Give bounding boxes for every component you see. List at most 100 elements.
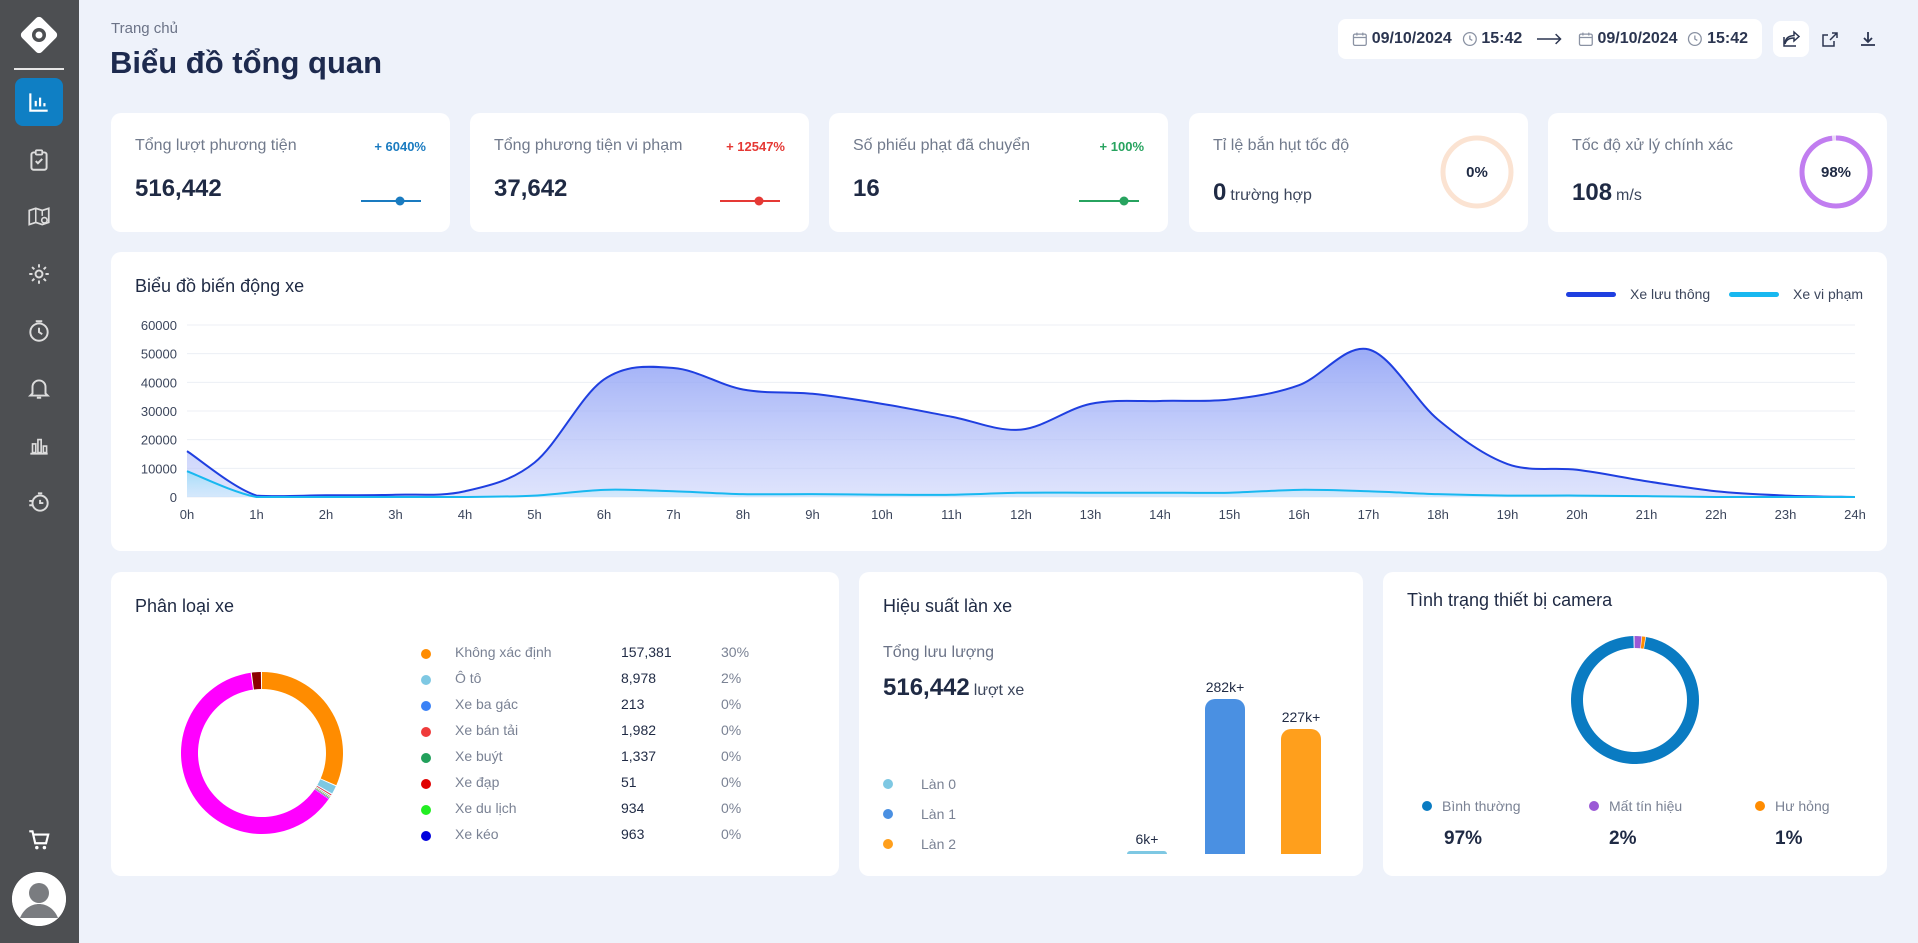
- nav-alerts[interactable]: [15, 364, 63, 412]
- series-line-0[interactable]: [186, 347, 1856, 498]
- nav-statistics[interactable]: [15, 421, 63, 469]
- nav-tasks[interactable]: [15, 136, 63, 184]
- sidebar: [0, 0, 79, 943]
- classification-row[interactable]: Xe du lịch 934 0%: [421, 800, 771, 820]
- donut-slice[interactable]: [315, 787, 331, 797]
- date-from[interactable]: 09/10/2024: [1371, 30, 1452, 47]
- class-name: Không xác định: [455, 644, 552, 660]
- legend-dot: [421, 831, 431, 841]
- cart-icon: [29, 830, 50, 850]
- lane-bar[interactable]: [1281, 729, 1321, 854]
- x-tick-label: 18h: [1427, 507, 1449, 522]
- stat-card-violations[interactable]: Tổng phương tiện vi phạm 37,642 + 12547%: [470, 113, 809, 232]
- y-tick-label: 60000: [141, 318, 177, 333]
- stat-value: 0 trường hợp: [1213, 179, 1312, 206]
- classification-row[interactable]: Xe bán tải 1,982 0%: [421, 722, 771, 742]
- x-tick-label: 13h: [1080, 507, 1102, 522]
- class-pct: 0%: [721, 696, 742, 712]
- nav-map[interactable]: [15, 193, 63, 241]
- donut-slice[interactable]: [1640, 636, 1646, 649]
- classification-row[interactable]: Ô tô 8,978 2%: [421, 670, 771, 690]
- nav-cart[interactable]: [15, 816, 63, 864]
- stat-label: Tổng phương tiện vi phạm: [494, 137, 683, 154]
- donut-slice[interactable]: [1634, 636, 1642, 649]
- camera-legend-normal[interactable]: Bình thường: [1422, 798, 1521, 814]
- legend-dot: [421, 675, 431, 685]
- stat-card-total-vehicles[interactable]: Tổng lượt phương tiện 516,442 + 6040%: [111, 113, 450, 232]
- date-range-picker[interactable]: 09/10/2024 15:42 09/10/2024 15:42: [1338, 19, 1762, 59]
- share-button[interactable]: [1773, 21, 1809, 57]
- stat-label: Tỉ lệ bắn hụt tốc độ: [1213, 137, 1350, 154]
- user-avatar[interactable]: [12, 872, 66, 926]
- donut-slice[interactable]: [316, 785, 332, 796]
- camera-legend-lost[interactable]: Mất tín hiệu: [1589, 798, 1682, 814]
- export-button[interactable]: [1812, 21, 1848, 57]
- lane-performance-card: Hiệu suất làn xe Tổng lưu lượng 516,442 l…: [859, 572, 1363, 876]
- class-name: Ô tô: [455, 670, 482, 686]
- nav-speed[interactable]: [15, 307, 63, 355]
- y-tick-label: 20000: [141, 433, 177, 448]
- stat-card-accuracy[interactable]: Tốc độ xử lý chính xác 108 m/s 98%: [1548, 113, 1887, 232]
- app-logo[interactable]: [19, 15, 59, 55]
- date-to[interactable]: 09/10/2024: [1597, 30, 1678, 47]
- x-tick-label: 2h: [319, 507, 333, 522]
- legend-traffic[interactable]: Xe lưu thông: [1566, 286, 1710, 302]
- donut-slice[interactable]: [314, 788, 330, 799]
- lane-legend-1[interactable]: Làn 1: [883, 806, 956, 822]
- class-name: Xe đạp: [455, 774, 500, 790]
- traffic-area-chart[interactable]: 0 10000 20000 30000 40000 50000 60000 0h 1h 2h 3h 4…: [111, 252, 1887, 551]
- stat-card-speed-miss[interactable]: Tỉ lệ bắn hụt tốc độ 0 trường hợp 0%: [1189, 113, 1528, 232]
- donut-slice[interactable]: [262, 672, 343, 786]
- classification-donut[interactable]: [177, 668, 347, 838]
- legend-label: Xe lưu thông: [1630, 286, 1711, 302]
- user-icon: [12, 872, 66, 926]
- stat-value: 37,642: [494, 175, 568, 202]
- stat-change: + 6040%: [374, 139, 426, 154]
- stat-unit: m/s: [1616, 187, 1642, 204]
- class-count: 157,381: [621, 644, 672, 660]
- calendar-icon: [1578, 32, 1593, 47]
- download-button[interactable]: [1850, 21, 1886, 57]
- classification-row[interactable]: Xe đạp 51 0%: [421, 774, 771, 794]
- donut-slice[interactable]: [251, 672, 262, 690]
- lane-legend-0[interactable]: Làn 0: [883, 776, 956, 792]
- time-from[interactable]: 15:42: [1481, 30, 1523, 47]
- y-tick-label: 40000: [141, 375, 177, 390]
- statistics-icon: [30, 438, 48, 455]
- lane-bar[interactable]: [1205, 698, 1245, 854]
- class-count: 213: [621, 696, 645, 712]
- nav-dashboard[interactable]: [15, 78, 63, 126]
- time-to[interactable]: 15:42: [1707, 30, 1749, 47]
- donut-slice[interactable]: [1571, 636, 1699, 764]
- camera-donut[interactable]: [1570, 635, 1700, 765]
- class-name: Xe ba gác: [455, 696, 519, 712]
- legend-dot: [421, 649, 431, 659]
- donut-slice[interactable]: [317, 779, 336, 794]
- classification-row[interactable]: Xe buýt 1,337 0%: [421, 748, 771, 768]
- lane-bar[interactable]: [1127, 850, 1167, 854]
- bar-chart-icon: [29, 93, 48, 112]
- stat-value: 16: [853, 175, 880, 202]
- nav-settings[interactable]: [15, 250, 63, 298]
- classification-row[interactable]: Không xác định 157,381 30%: [421, 644, 771, 664]
- progress-ring: [1440, 135, 1514, 209]
- clipboard-check-icon: [30, 149, 48, 171]
- lane-bar-label: 6k+: [1135, 830, 1159, 847]
- camera-legend-broken[interactable]: Hư hỏng: [1755, 798, 1830, 814]
- lane-subtitle: Tổng lưu lượng: [883, 644, 995, 661]
- legend-violation[interactable]: Xe vi phạm: [1729, 286, 1863, 302]
- breadcrumb[interactable]: Trang chủ: [111, 20, 178, 37]
- camera-pct-normal: 97%: [1444, 828, 1483, 849]
- stat-label: Số phiếu phạt đã chuyển: [853, 137, 1031, 154]
- classification-row[interactable]: Xe ba gác 213 0%: [421, 696, 771, 716]
- class-pct: 0%: [721, 826, 742, 842]
- legend-dot: [421, 753, 431, 763]
- legend-swatch: [1566, 291, 1616, 297]
- donut-slice[interactable]: [315, 788, 330, 798]
- lane-legend-2[interactable]: Làn 2: [883, 836, 956, 852]
- legend-dot: [421, 805, 431, 815]
- stat-card-tickets[interactable]: Số phiếu phạt đã chuyển 16 + 100%: [829, 113, 1168, 232]
- classification-row[interactable]: Xe kéo 963 0%: [421, 826, 771, 846]
- class-pct: 0%: [721, 722, 742, 738]
- nav-speed-camera[interactable]: [15, 478, 63, 526]
